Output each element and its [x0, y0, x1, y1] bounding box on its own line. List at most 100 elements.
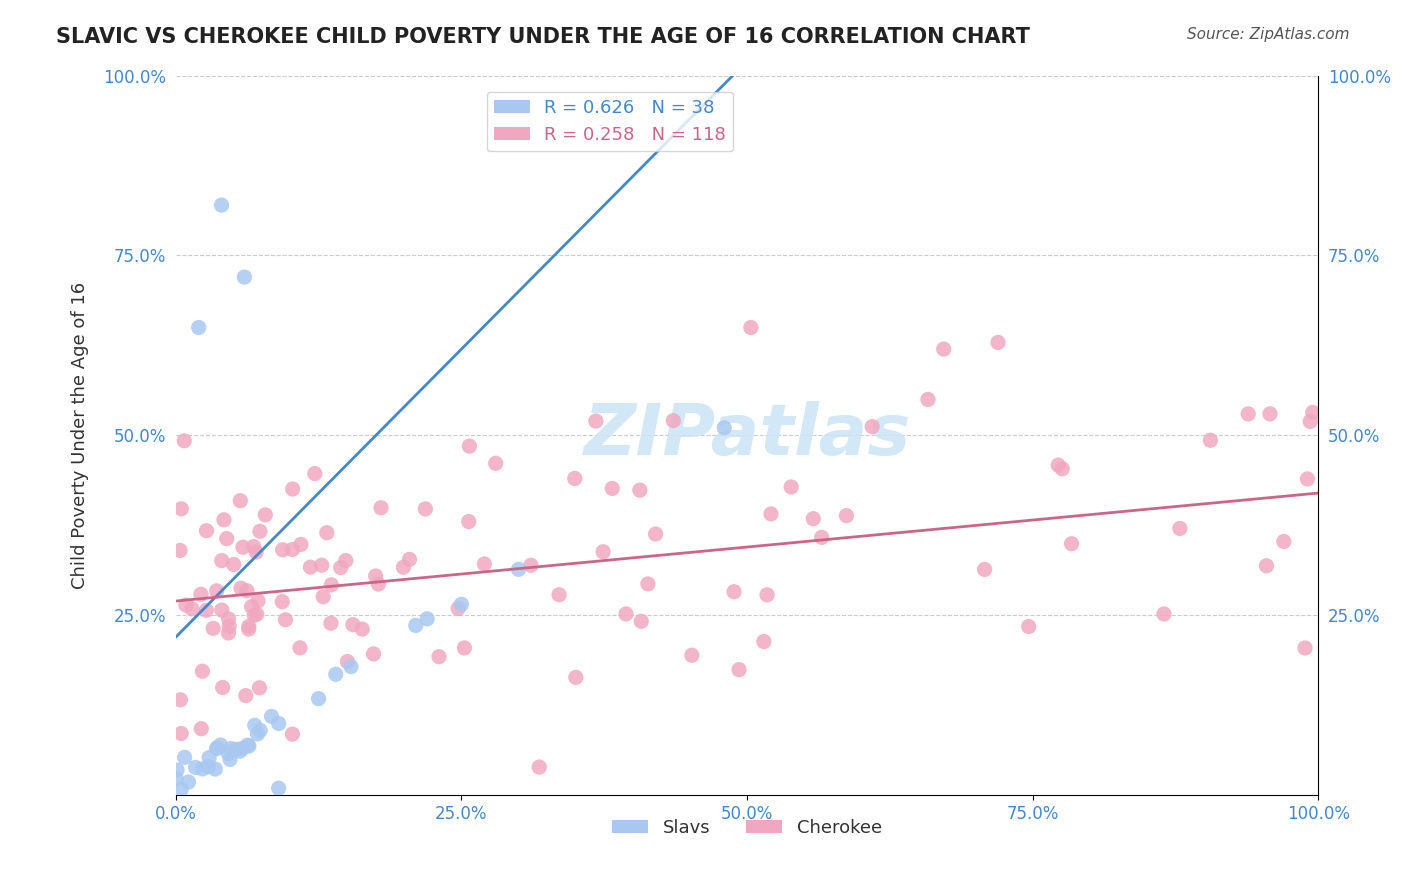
Point [209, 738, 232, 752]
Point [229, 744, 252, 758]
Point [229, 493, 252, 508]
Point [205, 583, 228, 598]
Point [662, 414, 685, 428]
Point [299, 560, 322, 574]
Point [614, 607, 637, 621]
Point [245, 545, 267, 559]
Point [472, 557, 495, 571]
Point [752, 634, 775, 648]
Point [756, 588, 779, 602]
Point [723, 584, 745, 599]
Point [453, 640, 475, 655]
Point [835, 508, 858, 523]
Point [987, 335, 1010, 350]
Point [644, 527, 666, 541]
Point [759, 507, 782, 521]
Point [243, 608, 266, 623]
Point [740, 320, 762, 334]
Text: ZIPatlas: ZIPatlas [583, 401, 911, 470]
Point [173, 434, 195, 448]
Point [342, 617, 364, 632]
Point [229, 581, 252, 595]
Point [315, 525, 337, 540]
Point [319, 616, 342, 631]
Point [1050, 462, 1073, 476]
Point [197, 760, 219, 774]
Point [637, 577, 659, 591]
Point [600, 482, 623, 496]
Point [335, 553, 357, 567]
Y-axis label: Child Poverty Under the Age of 16: Child Poverty Under the Age of 16 [72, 282, 89, 589]
Point [271, 594, 294, 608]
Point [416, 612, 439, 626]
Point [246, 727, 269, 741]
Point [218, 619, 240, 633]
Point [184, 760, 207, 774]
Point [1294, 640, 1316, 655]
Point [312, 590, 335, 604]
Point [1199, 434, 1222, 448]
Point [190, 722, 212, 736]
Point [447, 601, 470, 615]
Point [191, 762, 214, 776]
Point [211, 198, 233, 212]
Point [191, 664, 214, 678]
Point [1258, 407, 1281, 421]
Point [1047, 458, 1070, 472]
Point [249, 681, 271, 695]
Point [1168, 521, 1191, 535]
Point [173, 750, 195, 764]
Point [325, 667, 347, 681]
Point [169, 693, 191, 707]
Point [427, 649, 450, 664]
Point [973, 562, 995, 576]
Point [592, 545, 614, 559]
Point [398, 552, 420, 566]
Point [281, 482, 304, 496]
Point [165, 772, 187, 786]
Point [917, 392, 939, 407]
Point [728, 663, 751, 677]
Point [336, 655, 359, 669]
Point [1299, 414, 1322, 428]
Point [267, 716, 290, 731]
Point [242, 540, 264, 554]
Point [585, 414, 607, 428]
Point [222, 558, 245, 572]
Point [170, 782, 193, 797]
Point [370, 500, 392, 515]
Point [1272, 534, 1295, 549]
Point [231, 741, 253, 756]
Point [1296, 472, 1319, 486]
Point [529, 760, 551, 774]
Point [321, 578, 343, 592]
Point [548, 588, 571, 602]
Point [780, 480, 803, 494]
Point [238, 739, 260, 753]
Point [243, 718, 266, 732]
Point [340, 659, 363, 673]
Point [304, 467, 326, 481]
Point [217, 747, 239, 761]
Point [364, 569, 387, 583]
Point [288, 640, 311, 655]
Point [392, 560, 415, 574]
Point [174, 598, 197, 612]
Point [240, 599, 263, 614]
Point [205, 741, 228, 756]
Point [249, 524, 271, 539]
Point [177, 775, 200, 789]
Point [260, 709, 283, 723]
Point [405, 618, 427, 632]
Point [204, 762, 226, 776]
Point [352, 622, 374, 636]
Point [415, 502, 437, 516]
Point [1018, 619, 1040, 633]
Point [281, 727, 304, 741]
Legend: Slavs, Cherokee: Slavs, Cherokee [605, 812, 889, 844]
Point [218, 612, 240, 626]
Point [860, 419, 883, 434]
Point [932, 342, 955, 356]
Point [205, 740, 228, 755]
Point [190, 587, 212, 601]
